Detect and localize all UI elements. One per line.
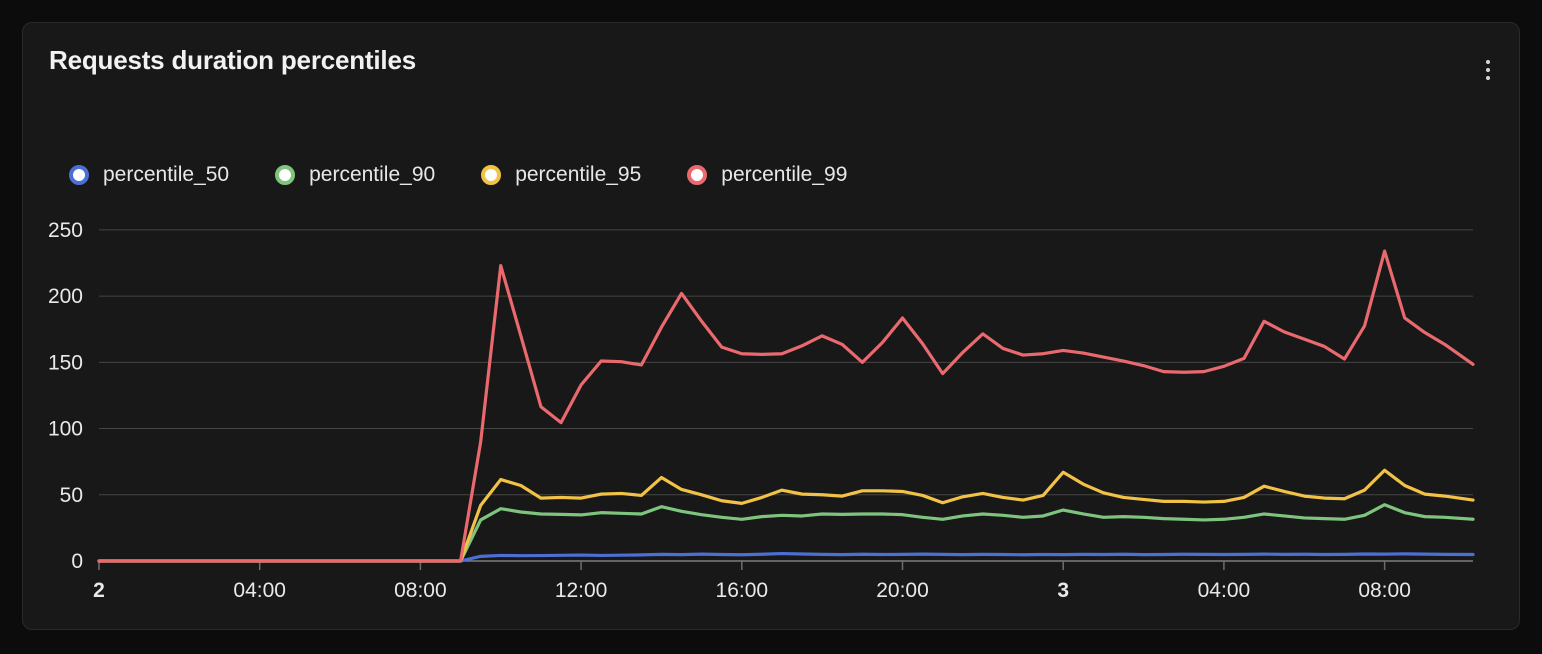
legend-item-label: percentile_50 (103, 163, 230, 186)
chart-plot-area: 0 50 100 150 200 250 2 04:00 08:00 12:00 16:00 20:0… (23, 23, 1521, 631)
legend-marker-icon (481, 165, 502, 185)
x-axis-tick-label: 04:00 (1198, 579, 1251, 602)
legend-marker-icon (275, 165, 296, 185)
legend-item-percentile_99[interactable]: percentile_99 (687, 163, 847, 187)
y-axis-tick-label: 150 (48, 351, 83, 374)
legend-item-label: percentile_95 (515, 163, 642, 186)
y-axis-tick-label: 100 (48, 418, 83, 441)
line-chart-svg: 0 50 100 150 200 250 2 04:00 08:00 12:00 16:00 20:0… (48, 219, 1475, 602)
x-axis-tick-label: 12:00 (555, 579, 608, 602)
panel-header: Requests duration percentiles (23, 23, 1519, 93)
legend-item-label: percentile_99 (721, 163, 848, 186)
x-axis-tick-label: 08:00 (1358, 579, 1411, 602)
legend-marker-icon (687, 165, 708, 185)
x-axis-tick-label: 3 (1057, 579, 1069, 602)
y-axis-tick-label: 250 (48, 219, 83, 242)
legend-marker-icon (69, 165, 89, 185)
page-title: Requests duration percentiles (49, 45, 416, 75)
series-line-percentile_50 (97, 551, 1475, 563)
legend-item-percentile_50[interactable]: percentile_50 (69, 163, 229, 187)
menu-dot (1486, 68, 1490, 72)
y-axis-tick-label: 50 (60, 484, 83, 507)
legend-item-label: percentile_90 (309, 163, 436, 186)
menu-dot (1486, 76, 1490, 80)
kebab-menu-icon[interactable] (1475, 53, 1501, 87)
series-line-percentile_90 (97, 503, 1475, 563)
x-axis-tick-label: 20:00 (876, 579, 929, 602)
y-axis-tick-label: 200 (48, 285, 83, 308)
x-axis-tick-label: 16:00 (716, 579, 769, 602)
chart-panel: Requests duration percentiles percentile… (22, 22, 1520, 630)
legend-item-percentile_95[interactable]: percentile_95 (481, 163, 641, 187)
series-line-percentile_95 (97, 468, 1475, 563)
x-axis-tick-label: 2 (93, 579, 105, 602)
series-line-percentile_99 (97, 249, 1475, 563)
legend-item-percentile_90[interactable]: percentile_90 (275, 163, 435, 187)
x-axis-tick-label: 04:00 (233, 579, 286, 602)
x-axis-tick-label: 08:00 (394, 579, 447, 602)
y-axis-tick-label: 0 (71, 550, 83, 573)
menu-dot (1486, 60, 1490, 64)
chart-legend: percentile_50 percentile_90 percentile_95 p… (69, 163, 893, 187)
